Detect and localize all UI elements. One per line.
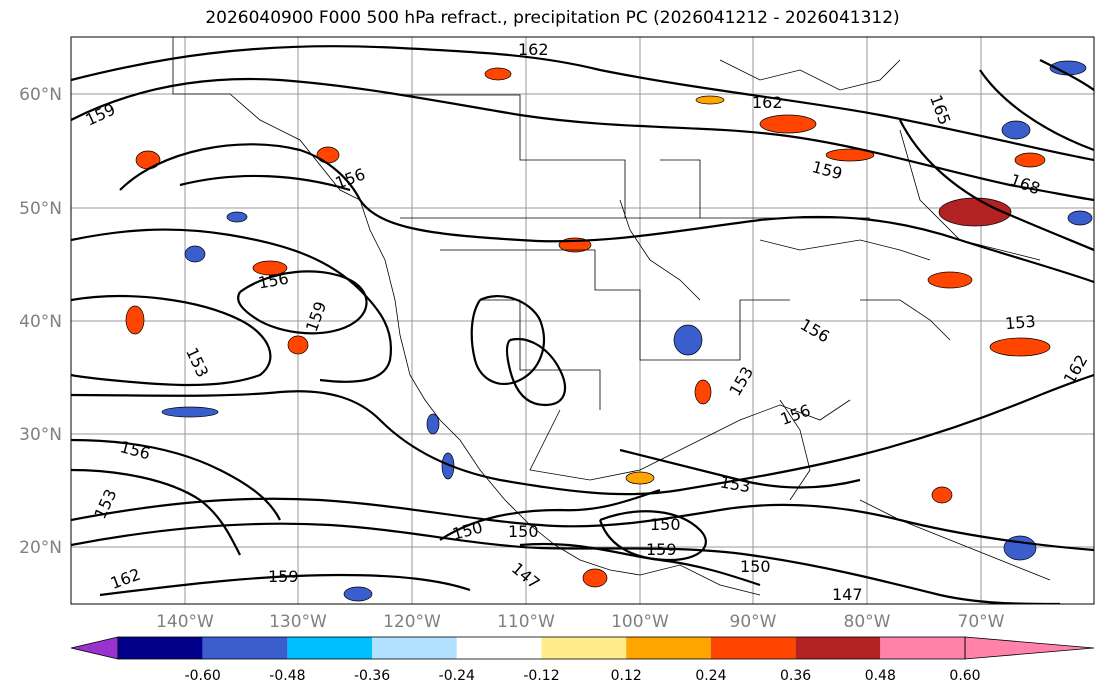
lon-label: 90°W <box>730 612 777 632</box>
lon-label: 80°W <box>844 612 891 632</box>
colorbar-tick-label: -0.48 <box>269 668 305 684</box>
precip-blob <box>343 586 373 602</box>
colorbar-tick-label: 0.12 <box>611 668 642 684</box>
map-area: 162 162 165 159 156 159 168 156 159 153 … <box>71 37 1094 604</box>
colorbar-extend-right <box>964 636 1095 660</box>
colorbar-tick-labels: -0.60 -0.48 -0.36 -0.24 -0.12 0.12 0.24 … <box>185 668 981 684</box>
colorbar: -0.60 -0.48 -0.36 -0.24 -0.12 0.12 0.24 … <box>70 636 1095 684</box>
colorbar-segment <box>880 637 965 659</box>
colorbar-frame <box>117 636 966 660</box>
precip-blob <box>125 305 145 335</box>
lat-label: 50°N <box>19 199 62 219</box>
contour-label: 153 <box>1004 312 1036 334</box>
contour-label: 165 <box>926 92 954 127</box>
contour-label: 159 <box>83 100 119 130</box>
colorbar-segment <box>118 637 203 659</box>
precip-blob <box>135 150 161 170</box>
precip-blob <box>759 114 817 134</box>
refractivity-contours <box>71 45 1094 604</box>
lat-label: 20°N <box>19 538 62 558</box>
contour-label: 153 <box>719 472 752 496</box>
coastlines-borders <box>172 37 1051 596</box>
precip-blob <box>1067 210 1093 226</box>
precip-blob <box>184 245 206 263</box>
contour-label: 147 <box>832 585 863 604</box>
precip-blob <box>694 379 712 405</box>
contour-label: 159 <box>268 567 299 586</box>
colorbar-segment <box>202 637 288 659</box>
contour-label: 159 <box>646 540 677 559</box>
precip-blob <box>927 271 973 289</box>
precip-blob <box>989 337 1051 357</box>
contour-label: 156 <box>257 269 290 293</box>
colorbar-segment <box>541 637 627 659</box>
map-title: 2026040900 F000 500 hPa refract., precip… <box>205 8 900 28</box>
precip-blob <box>484 67 512 81</box>
precip-blob <box>426 413 440 435</box>
precip-blob <box>931 486 953 504</box>
precip-blob <box>582 568 608 588</box>
colorbar-segment <box>795 637 881 659</box>
colorbar-tick-label: -0.36 <box>354 668 390 684</box>
colorbar-tick-label: -0.12 <box>523 668 559 684</box>
colorbar-tick-label: -0.60 <box>185 668 221 684</box>
lon-label: 70°W <box>958 612 1005 632</box>
precipitation-shading <box>125 60 1093 602</box>
contour-label: 150 <box>650 515 681 534</box>
contour-label: 153 <box>725 363 757 399</box>
contour-label: 153 <box>90 486 120 522</box>
lat-label: 40°N <box>19 312 62 332</box>
lon-label: 100°W <box>611 612 669 632</box>
contour-label: 159 <box>302 299 330 334</box>
precip-blob <box>825 148 875 162</box>
contour-label: 162 <box>108 565 143 593</box>
precip-blob <box>226 211 248 223</box>
contour-label: 153 <box>182 345 212 381</box>
lon-label: 130°W <box>269 612 327 632</box>
contour-label: 156 <box>797 315 833 347</box>
precip-blob <box>1001 120 1031 140</box>
lon-label: 140°W <box>156 612 214 632</box>
lat-label: 30°N <box>19 425 62 445</box>
longitude-labels: 140°W 130°W 120°W 110°W 100°W 90°W 80°W … <box>156 612 1005 632</box>
colorbar-tick-label: -0.24 <box>439 668 475 684</box>
contour-label: 159 <box>810 157 844 183</box>
contour-label: 156 <box>333 164 368 192</box>
precip-blob <box>161 406 219 418</box>
map-frame <box>70 36 1095 605</box>
colorbar-tick-label: 0.48 <box>865 668 896 684</box>
precip-blob <box>316 146 340 164</box>
precip-blob <box>625 471 655 485</box>
precip-blob <box>695 95 725 105</box>
colorbar-segment <box>287 637 373 659</box>
colorbar-tick-label: 0.60 <box>949 668 980 684</box>
contour-label: 162 <box>1060 351 1092 387</box>
contour-label: 150 <box>508 522 539 541</box>
colorbar-segment <box>456 637 542 659</box>
contour-label: 150 <box>450 518 484 544</box>
precip-blob <box>673 324 703 356</box>
colorbar-tick-label: 0.24 <box>695 668 726 684</box>
contour-label: 168 <box>1008 170 1043 198</box>
colorbar-segment <box>710 637 796 659</box>
lon-label: 120°W <box>383 612 441 632</box>
contour-label: 156 <box>118 437 152 463</box>
contour-label: 162 <box>518 40 549 59</box>
precip-blob <box>1014 152 1046 168</box>
contour-labels: 162 162 165 159 156 159 168 156 159 153 … <box>83 40 1092 604</box>
latitude-labels: 60°N 50°N 40°N 30°N 20°N <box>19 85 62 558</box>
colorbar-segment <box>372 637 457 659</box>
precip-blob <box>252 260 288 276</box>
precip-blob <box>287 335 309 355</box>
colorbar-tick-label: 0.36 <box>780 668 811 684</box>
lat-label: 60°N <box>19 85 62 105</box>
lon-label: 110°W <box>497 612 555 632</box>
precip-blob <box>1003 535 1037 561</box>
contour-label: 147 <box>508 559 544 593</box>
contour-label: 162 <box>752 93 783 112</box>
colorbar-segment <box>626 637 711 659</box>
colorbar-extend-left <box>70 636 119 660</box>
contour-label: 150 <box>740 557 771 576</box>
